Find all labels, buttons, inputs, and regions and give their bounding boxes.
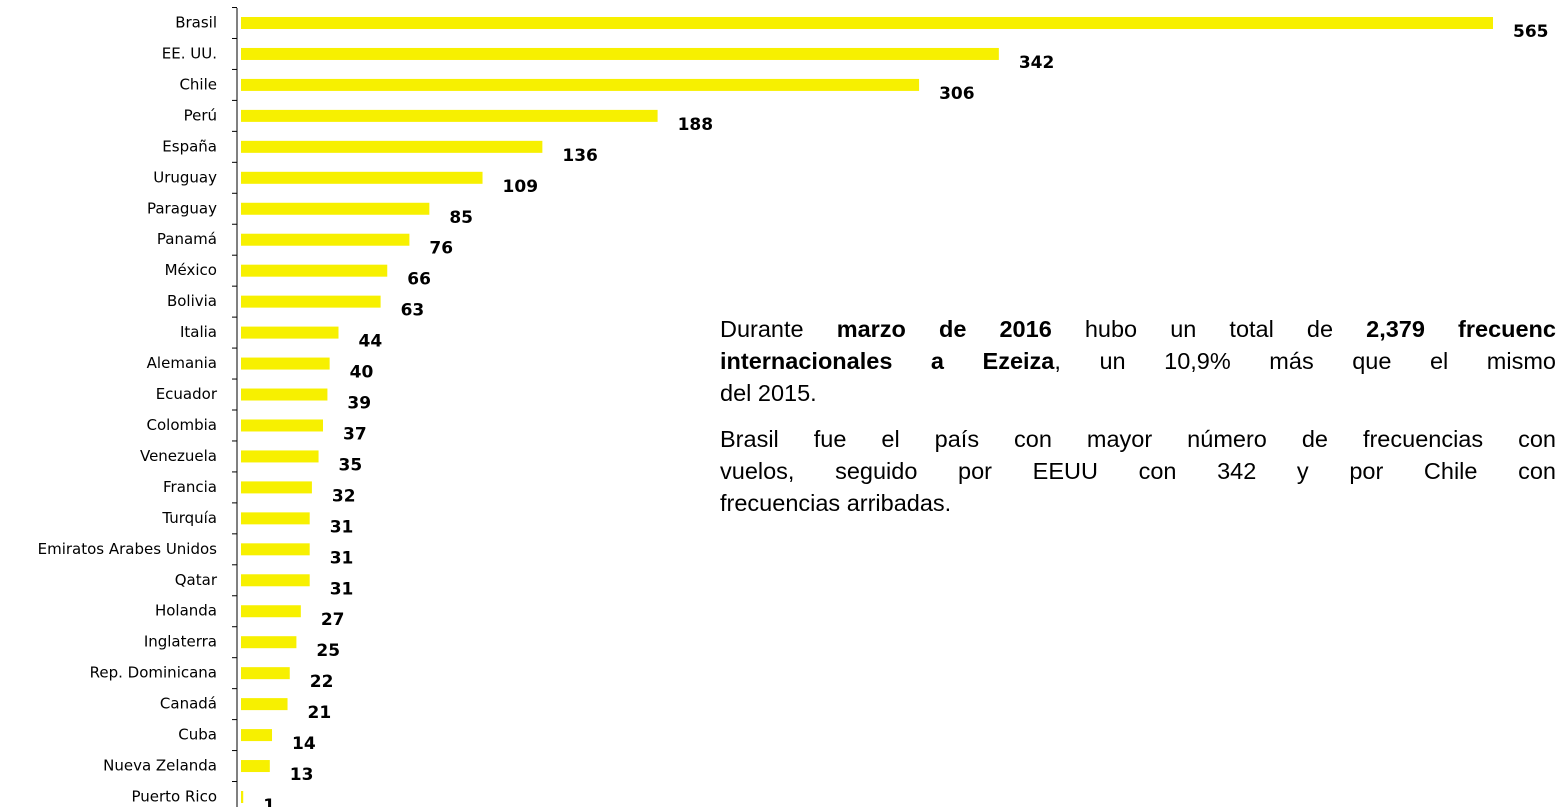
bar <box>241 17 1493 29</box>
data-label: 136 <box>562 146 598 166</box>
data-label: 306 <box>939 84 975 104</box>
y-tick-label: Uruguay <box>153 168 217 186</box>
data-label: 44 <box>359 332 383 352</box>
bar <box>241 667 290 680</box>
text-run: 2,379 frecuenc <box>1366 316 1556 342</box>
data-label: 32 <box>332 486 356 506</box>
bar <box>241 295 381 308</box>
data-label: 35 <box>339 455 363 475</box>
y-tick-label: Francia <box>163 478 217 496</box>
bar <box>241 543 310 556</box>
y-tick-label: Qatar <box>175 571 218 589</box>
bar <box>241 729 273 742</box>
y-tick-label: España <box>162 137 217 155</box>
bar <box>241 264 388 277</box>
data-label: 565 <box>1513 22 1549 42</box>
data-label: 39 <box>347 394 371 414</box>
text-run: del 2015. <box>720 380 817 406</box>
bar <box>241 481 312 494</box>
data-label: 188 <box>678 115 714 135</box>
bar <box>241 171 483 184</box>
y-tick-label: Cuba <box>178 726 217 744</box>
y-tick-label: Emiratos Arabes Unidos <box>38 540 218 558</box>
y-tick-label: Paraguay <box>147 199 217 217</box>
data-label: 27 <box>321 610 345 630</box>
y-tick-label: Inglaterra <box>144 633 217 651</box>
y-tick-label: Rep. Dominicana <box>90 664 217 682</box>
data-label: 14 <box>292 734 316 754</box>
bar <box>241 419 323 432</box>
text-run: hubo un total de <box>1051 316 1367 342</box>
y-tick-label: Bolivia <box>167 292 217 310</box>
bar <box>241 574 310 587</box>
data-label: 13 <box>290 765 314 785</box>
bar <box>241 605 301 618</box>
bar <box>241 47 999 60</box>
y-tick-label: México <box>165 261 217 279</box>
bar <box>241 636 297 649</box>
bar <box>241 202 430 215</box>
text-line: Durante marzo de 2016 hubo un total de 2… <box>720 313 1556 345</box>
data-label: 76 <box>429 239 453 259</box>
data-label: 109 <box>503 177 538 197</box>
bar <box>241 357 330 370</box>
bar <box>241 760 270 773</box>
y-tick-label: Panamá <box>157 230 217 248</box>
y-tick-label: Nueva Zelanda <box>103 757 217 775</box>
bar <box>241 450 319 463</box>
y-tick-label: Italia <box>180 323 217 341</box>
text-line: frecuencias arribadas. <box>720 487 1556 519</box>
bar <box>241 512 310 525</box>
y-tick-label: Venezuela <box>140 447 217 465</box>
data-label: 85 <box>449 208 473 228</box>
y-tick-label: Colombia <box>147 416 218 434</box>
text-run: Brasil fue el país con mayor número de f… <box>720 426 1556 452</box>
data-label: 22 <box>310 672 334 692</box>
description: Durante marzo de 2016 hubo un total de 2… <box>720 313 1556 533</box>
text-line: internacionales a Ezeiza, un 10,9% más q… <box>720 345 1556 377</box>
data-label: 31 <box>330 579 354 599</box>
bar <box>241 698 288 711</box>
paragraph: Brasil fue el país con mayor número de f… <box>720 423 1556 519</box>
y-tick-label: Turquía <box>161 509 217 527</box>
data-label: 21 <box>308 703 332 723</box>
text-run: frecuencias arribadas. <box>720 490 952 516</box>
data-label: 40 <box>350 363 374 383</box>
text-run: internacionales a Ezeiza <box>720 348 1055 374</box>
y-tick-label: Puerto Rico <box>131 788 217 806</box>
data-label: 1 <box>263 796 275 807</box>
paragraph: Durante marzo de 2016 hubo un total de 2… <box>720 313 1556 409</box>
y-tick-label: Canadá <box>160 695 217 713</box>
bar <box>241 140 543 153</box>
data-label: 31 <box>330 548 354 568</box>
bar <box>241 388 328 401</box>
text-line: vuelos, seguido por EEUU con 342 y por C… <box>720 455 1556 487</box>
data-label: 25 <box>316 641 340 661</box>
data-label: 66 <box>407 270 431 290</box>
text-run: Durante <box>720 316 837 342</box>
data-label: 37 <box>343 424 367 444</box>
data-label: 63 <box>401 301 425 321</box>
y-tick-label: Brasil <box>175 14 217 32</box>
text-line: Brasil fue el país con mayor número de f… <box>720 423 1556 455</box>
y-tick-label: EE. UU. <box>162 44 217 62</box>
bar <box>241 326 339 339</box>
bar <box>241 109 658 122</box>
y-tick-label: Perú <box>184 106 217 124</box>
y-tick-label: Alemania <box>147 354 217 372</box>
y-tick-label: Chile <box>179 75 217 93</box>
bar <box>241 233 410 246</box>
text-run: , un 10,9% más que el mismo <box>1054 348 1556 374</box>
y-tick-label: Ecuador <box>156 385 218 403</box>
data-label: 31 <box>330 517 354 537</box>
text-line: del 2015. <box>720 377 1556 409</box>
text-run: vuelos, seguido por EEUU con 342 y por C… <box>720 458 1556 484</box>
bar <box>241 78 920 91</box>
y-tick-label: Holanda <box>155 602 217 620</box>
data-label: 342 <box>1019 53 1055 73</box>
bar <box>241 791 244 803</box>
text-run: marzo de 2016 <box>836 316 1052 342</box>
